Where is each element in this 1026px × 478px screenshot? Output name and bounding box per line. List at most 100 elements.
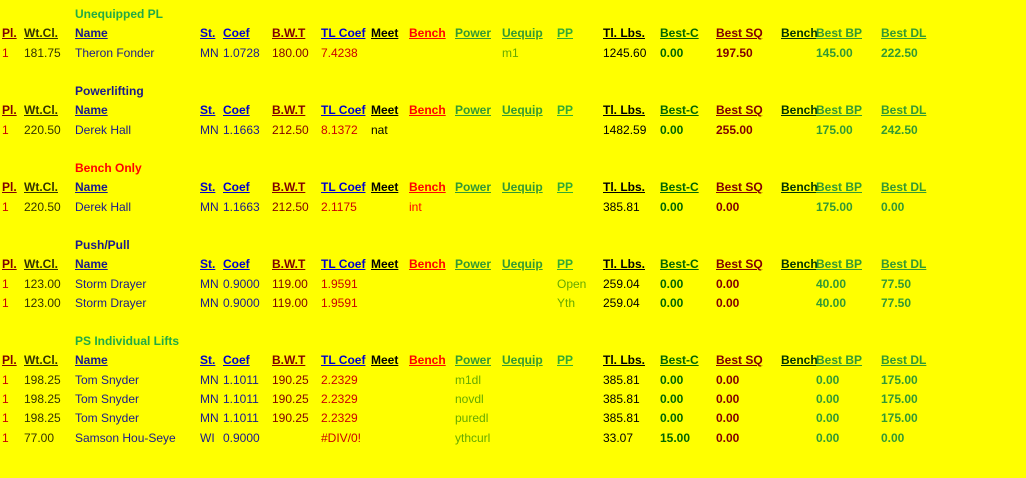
column-header[interactable]: Uequip — [502, 180, 543, 195]
cell[interactable]: 259.04 — [603, 295, 640, 310]
cell[interactable]: MN — [200, 372, 219, 387]
cell[interactable]: m1 — [502, 45, 519, 60]
cell[interactable]: 198.25 — [24, 391, 61, 406]
cell[interactable]: 220.50 — [24, 122, 61, 137]
cell[interactable]: 220.50 — [24, 199, 61, 214]
column-header[interactable]: Bench — [409, 353, 446, 368]
column-header[interactable]: Best BP — [816, 103, 863, 118]
cell[interactable]: 77.00 — [24, 430, 55, 445]
cell[interactable]: 0.00 — [660, 199, 684, 214]
cell[interactable]: Tom Snyder — [75, 391, 140, 406]
cell[interactable]: 175.00 — [881, 391, 918, 406]
cell[interactable]: MN — [200, 276, 219, 291]
cell[interactable]: 33.07 — [603, 430, 634, 445]
cell[interactable]: 2.1175 — [321, 199, 357, 214]
cell[interactable]: 198.25 — [24, 372, 61, 387]
cell[interactable]: 175.00 — [881, 411, 918, 426]
cell[interactable]: 0.00 — [660, 276, 684, 291]
column-header[interactable]: St. — [200, 180, 216, 195]
column-header[interactable]: Pl. — [2, 353, 17, 368]
column-header[interactable]: St. — [200, 26, 216, 41]
cell[interactable]: Samson Hou-Seye — [75, 430, 176, 445]
cell[interactable]: 119.00 — [272, 295, 308, 310]
column-header[interactable]: PP — [557, 257, 574, 272]
cell[interactable]: 1 — [2, 199, 9, 214]
column-header[interactable]: Coef — [223, 257, 250, 272]
column-header[interactable]: Best-C — [660, 353, 699, 368]
cell[interactable]: 0.00 — [660, 372, 684, 387]
cell[interactable]: m1dl — [455, 372, 482, 387]
column-header[interactable]: B.W.T — [272, 103, 306, 118]
column-header[interactable]: Uequip — [502, 353, 543, 368]
cell[interactable]: MN — [200, 411, 219, 426]
cell[interactable]: MN — [200, 199, 219, 214]
cell[interactable]: 1 — [2, 430, 9, 445]
column-header[interactable]: Name — [75, 180, 108, 195]
cell[interactable]: 0.00 — [660, 411, 684, 426]
cell[interactable]: 0.00 — [716, 372, 740, 387]
column-header[interactable]: Name — [75, 26, 108, 41]
cell[interactable]: 1 — [2, 372, 9, 387]
column-header[interactable]: Best-C — [660, 103, 699, 118]
column-header[interactable]: Meet — [371, 26, 399, 41]
cell[interactable]: 40.00 — [816, 276, 847, 291]
column-header[interactable]: Coef — [223, 180, 250, 195]
cell[interactable]: 0.00 — [816, 391, 840, 406]
cell[interactable]: 175.00 — [816, 122, 853, 137]
column-header[interactable]: Meet — [371, 103, 399, 118]
cell[interactable]: 40.00 — [816, 295, 847, 310]
column-header[interactable]: Bench — [409, 257, 446, 272]
column-header[interactable]: Name — [75, 353, 108, 368]
cell[interactable]: 385.81 — [603, 391, 640, 406]
cell[interactable]: 197.50 — [716, 45, 753, 60]
column-header[interactable]: Pl. — [2, 180, 17, 195]
column-header[interactable]: St. — [200, 353, 216, 368]
cell[interactable]: 181.75 — [24, 45, 61, 60]
cell[interactable]: MN — [200, 45, 219, 60]
column-header[interactable]: Best DL — [881, 103, 927, 118]
column-header[interactable]: Bench — [781, 353, 818, 368]
column-header[interactable]: B.W.T — [272, 353, 306, 368]
cell[interactable]: 0.00 — [660, 45, 684, 60]
column-header[interactable]: Best BP — [816, 353, 863, 368]
column-header[interactable]: Best SQ — [716, 353, 763, 368]
column-header[interactable]: Bench — [781, 257, 818, 272]
cell[interactable]: Storm Drayer — [75, 276, 147, 291]
cell[interactable]: ythcurl — [455, 430, 491, 445]
cell[interactable]: 2.2329 — [321, 411, 358, 426]
column-header[interactable]: Tl. Lbs. — [603, 26, 645, 41]
column-header[interactable]: Uequip — [502, 26, 543, 41]
column-header[interactable]: Best DL — [881, 353, 927, 368]
column-header[interactable]: Pl. — [2, 103, 17, 118]
cell[interactable]: 190.25 — [272, 411, 309, 426]
cell[interactable]: 77.50 — [881, 295, 912, 310]
cell[interactable]: Derek Hall — [75, 199, 132, 214]
cell[interactable]: 0.00 — [716, 430, 740, 445]
cell[interactable]: 0.00 — [660, 295, 684, 310]
cell[interactable]: 0.00 — [660, 391, 684, 406]
cell[interactable]: 123.00 — [24, 276, 61, 291]
column-header[interactable]: Best DL — [881, 26, 927, 41]
cell[interactable]: 1.0728 — [223, 45, 260, 60]
column-header[interactable]: Wt.Cl. — [24, 103, 58, 118]
column-header[interactable]: Uequip — [502, 103, 543, 118]
cell[interactable]: 198.25 — [24, 411, 61, 426]
cell[interactable]: 1.1011 — [223, 372, 259, 387]
cell[interactable]: 0.9000 — [223, 430, 260, 445]
cell[interactable]: 1 — [2, 45, 9, 60]
cell[interactable]: 242.50 — [881, 122, 918, 137]
column-header[interactable]: Power — [455, 180, 492, 195]
column-header[interactable]: Best BP — [816, 180, 863, 195]
column-header[interactable]: St. — [200, 257, 216, 272]
column-header[interactable]: Coef — [223, 26, 250, 41]
column-header[interactable]: TL Coef — [321, 26, 366, 41]
column-header[interactable]: Wt.Cl. — [24, 180, 58, 195]
column-header[interactable]: Power — [455, 353, 492, 368]
cell[interactable]: 0.00 — [716, 276, 740, 291]
cell[interactable]: 0.00 — [716, 411, 740, 426]
column-header[interactable]: PP — [557, 180, 574, 195]
cell[interactable]: Tom Snyder — [75, 372, 140, 387]
cell[interactable]: 0.00 — [716, 295, 740, 310]
column-header[interactable]: Best DL — [881, 257, 927, 272]
column-header[interactable]: B.W.T — [272, 257, 306, 272]
